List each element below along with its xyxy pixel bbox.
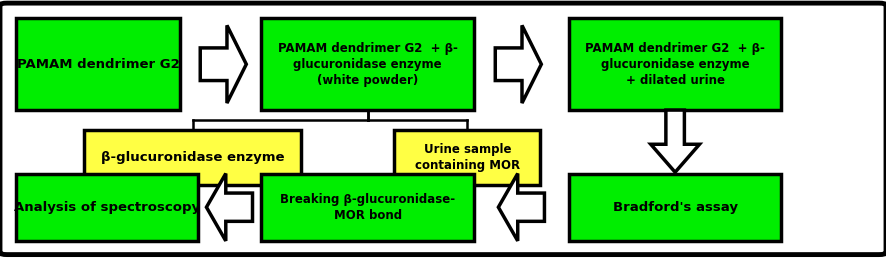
Text: Urine sample
containing MOR: Urine sample containing MOR bbox=[415, 143, 520, 172]
Polygon shape bbox=[206, 174, 253, 241]
Text: β-glucuronidase enzyme: β-glucuronidase enzyme bbox=[101, 151, 284, 164]
Polygon shape bbox=[650, 110, 699, 172]
FancyBboxPatch shape bbox=[569, 18, 781, 110]
Text: Breaking β-glucuronidase-
MOR bond: Breaking β-glucuronidase- MOR bond bbox=[280, 193, 455, 222]
FancyBboxPatch shape bbox=[261, 18, 474, 110]
FancyBboxPatch shape bbox=[569, 174, 781, 241]
FancyBboxPatch shape bbox=[261, 174, 474, 241]
Text: PAMAM dendrimer G2  + β-
glucuronidase enzyme
(white powder): PAMAM dendrimer G2 + β- glucuronidase en… bbox=[277, 42, 458, 87]
FancyBboxPatch shape bbox=[16, 174, 198, 241]
FancyBboxPatch shape bbox=[0, 3, 886, 255]
Polygon shape bbox=[200, 25, 246, 103]
Text: PAMAM dendrimer G2: PAMAM dendrimer G2 bbox=[17, 57, 179, 71]
Polygon shape bbox=[498, 174, 544, 241]
Text: PAMAM dendrimer G2  + β-
glucuronidase enzyme
+ dilated urine: PAMAM dendrimer G2 + β- glucuronidase en… bbox=[585, 42, 766, 87]
Text: Bradford's assay: Bradford's assay bbox=[612, 201, 738, 214]
FancyBboxPatch shape bbox=[84, 130, 301, 185]
FancyBboxPatch shape bbox=[16, 18, 180, 110]
FancyBboxPatch shape bbox=[394, 130, 540, 185]
Polygon shape bbox=[495, 25, 541, 103]
Text: Analysis of spectroscopy: Analysis of spectroscopy bbox=[13, 201, 200, 214]
